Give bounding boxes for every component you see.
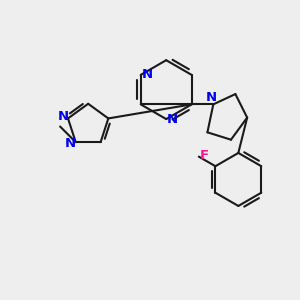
Text: N: N [206, 92, 217, 104]
Text: N: N [58, 110, 69, 123]
Text: N: N [65, 137, 76, 150]
Text: N: N [167, 112, 178, 126]
Text: N: N [142, 68, 153, 81]
Text: F: F [200, 149, 209, 162]
